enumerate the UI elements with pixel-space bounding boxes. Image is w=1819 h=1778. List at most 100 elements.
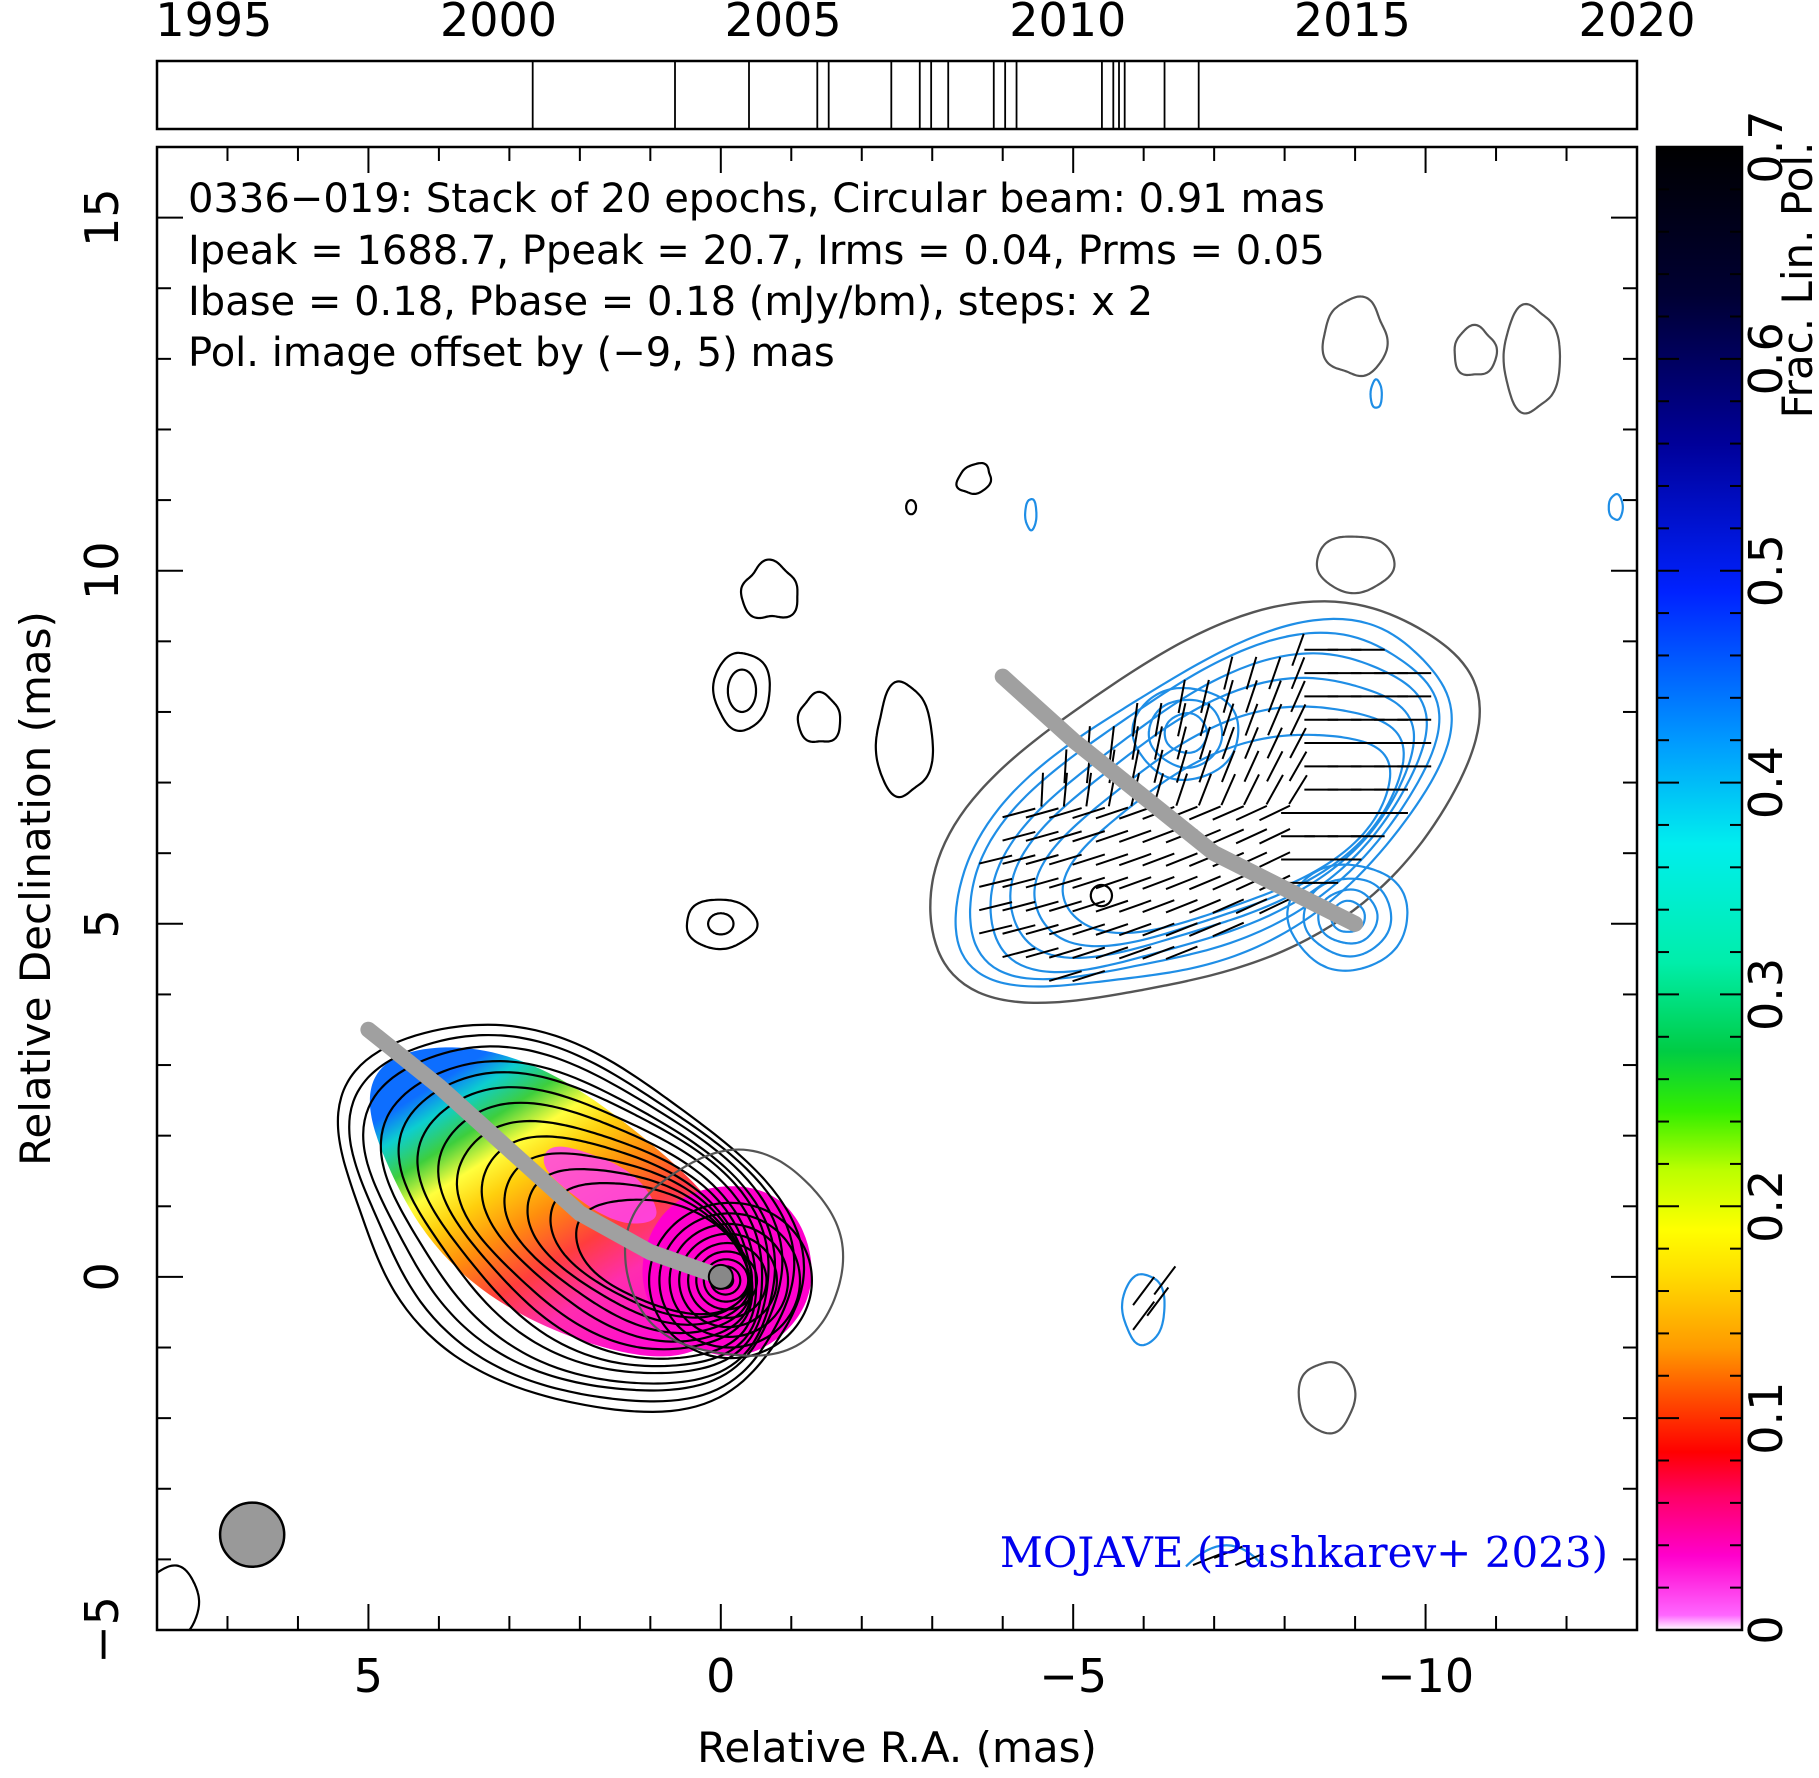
y-tick-label: 10 xyxy=(75,541,129,600)
evpa-stick-43 xyxy=(1095,876,1129,890)
core-outer-contour xyxy=(623,1148,845,1357)
evpa-stick-110 xyxy=(1235,828,1268,845)
x-tick-label: −5 xyxy=(1039,1649,1107,1703)
evpa-stick-134 xyxy=(1288,751,1308,782)
evpa-stick-113 xyxy=(1243,750,1260,783)
pol-contour-3 xyxy=(1009,676,1416,960)
colorbar-tick-label: 0.6 xyxy=(1739,322,1793,395)
main-plot: 5 0 −5 −10 −5 0 5 10 15 0336−019: Stack of 20 ep… xyxy=(11,145,1639,1772)
evpa-stick-115 xyxy=(1244,703,1259,736)
intensity-contour-11 xyxy=(549,1182,751,1319)
restoring-beam xyxy=(218,1501,286,1568)
evpa-stick-34 xyxy=(1072,853,1106,866)
evpa-stick-10 xyxy=(1002,807,1036,819)
colorbar-ticks xyxy=(1657,146,1742,1631)
core-contour-4 xyxy=(686,1241,768,1320)
x-tick-label: −10 xyxy=(1377,1649,1474,1703)
pol-upper-contour-0 xyxy=(1131,686,1240,782)
x-tick-label: 0 xyxy=(706,1649,735,1703)
evpa-stick-37 xyxy=(1085,772,1093,807)
evpa-stick-41 xyxy=(1095,923,1129,936)
evpa-stick-53 xyxy=(1118,876,1152,890)
evpa-stick-111 xyxy=(1235,804,1268,821)
evpa-stick-56 xyxy=(1118,806,1152,820)
evpa-stick-102 xyxy=(1221,750,1236,783)
evpa-stick-70 xyxy=(1153,726,1163,760)
pol-edge-contour xyxy=(1185,1544,1265,1568)
noise-contour-9 xyxy=(1321,295,1389,378)
pol-contour-5 xyxy=(1061,733,1392,935)
y-tick-label: 15 xyxy=(75,188,129,247)
pol-ridge-line xyxy=(994,668,1364,932)
evpa-stick-60 xyxy=(1132,702,1139,737)
evpa-stick-36 xyxy=(1072,806,1106,820)
evpa-stick-27 xyxy=(1062,772,1069,807)
evpa-stick-0 xyxy=(978,924,1013,935)
evpa-stick-25 xyxy=(1048,830,1082,843)
evpa-stick-64 xyxy=(1142,875,1175,890)
ridge-lines xyxy=(360,668,1364,1290)
timeline-year-2005: 2005 xyxy=(725,0,842,47)
evpa-stick-79 xyxy=(1175,773,1189,806)
timeline-year-2000: 2000 xyxy=(440,0,557,47)
header-line-3: Ibase = 0.18, Pbase = 0.18 (mJy/bm), ste… xyxy=(188,279,1153,325)
evpa-stick-76 xyxy=(1165,852,1198,867)
pol-noise-contour-2 xyxy=(1607,493,1624,522)
timeline-year-2020: 2020 xyxy=(1578,0,1695,47)
intensity-contour-7 xyxy=(455,1119,754,1351)
evpa-stick-93 xyxy=(1199,703,1211,737)
intensity-contour-5 xyxy=(416,1086,764,1368)
pol-noise-contour-3 xyxy=(1369,378,1383,409)
evpa-stick-117 xyxy=(1245,656,1258,690)
evpa-stick-82 xyxy=(1177,702,1187,737)
intensity-contour-8 xyxy=(480,1135,752,1343)
evpa-stick-16 xyxy=(1025,830,1059,842)
evpa-stick-84 xyxy=(1188,922,1221,937)
evpa-stick-3 xyxy=(978,854,1013,865)
evpa-stick-81 xyxy=(1176,726,1187,760)
evpa-stick-118 xyxy=(1259,897,1291,915)
evpa-stick-133 xyxy=(1288,774,1308,805)
core-contour-2 xyxy=(668,1222,790,1338)
evpa-stick-94 xyxy=(1200,679,1210,714)
evpa-stick-62 xyxy=(1142,922,1175,937)
y-axis-label: Relative Declination (mas) xyxy=(11,611,60,1166)
evpa-stick-8 xyxy=(1002,854,1036,865)
evpa-stick-97 xyxy=(1212,875,1245,891)
evpa-stick-40 xyxy=(1095,946,1129,960)
evpa-stick-20 xyxy=(1048,946,1082,959)
evpa-stick-73 xyxy=(1165,922,1198,937)
core-marker xyxy=(707,1263,734,1290)
evpa-stick-30 xyxy=(1072,946,1106,959)
evpa-stick-5 xyxy=(1002,924,1036,935)
beam-ellipse xyxy=(218,1501,286,1568)
evpa-stick-75 xyxy=(1165,875,1198,891)
evpa-stick-28 xyxy=(1063,749,1068,784)
pol-noise-contour-1 xyxy=(1023,498,1038,532)
pol-contour-0 xyxy=(954,617,1453,988)
axis-ticks xyxy=(156,146,1638,1631)
evpa-stick-137 xyxy=(1290,680,1306,713)
evpa-stick-139 xyxy=(1291,633,1305,667)
evpa-stick-104 xyxy=(1222,703,1235,737)
intensity-contour-12 xyxy=(575,1198,753,1316)
plot-frame xyxy=(155,145,1639,1632)
polarization-contours xyxy=(954,378,1624,1568)
evpa-stick-71 xyxy=(1154,702,1163,737)
evpa-stick-72 xyxy=(1165,945,1198,960)
evpa-stick-55 xyxy=(1118,829,1152,843)
evpa-stick-50 xyxy=(1118,946,1152,960)
evpa-stick-116 xyxy=(1245,680,1258,713)
colorbar-tick-labels: 0 0.1 0.2 0.3 0.4 0.5 0.6 0.7 xyxy=(1739,110,1793,1644)
evpa-stick-122 xyxy=(1259,804,1291,822)
core-contour-1 xyxy=(658,1212,802,1349)
timeline-year-labels: 1995 2000 2005 2010 2015 2020 xyxy=(155,0,1695,47)
evpa-stick-22 xyxy=(1048,900,1082,912)
evpa-stick-24 xyxy=(1048,853,1082,866)
evpa-stick-13 xyxy=(1025,900,1059,912)
evpa-stick-isolated-2 xyxy=(1146,1286,1170,1317)
jet-ridge-line xyxy=(360,1021,729,1285)
core-contour-3 xyxy=(678,1232,779,1329)
evpa-stick-89 xyxy=(1188,805,1221,821)
evpa-stick-74 xyxy=(1165,898,1198,914)
